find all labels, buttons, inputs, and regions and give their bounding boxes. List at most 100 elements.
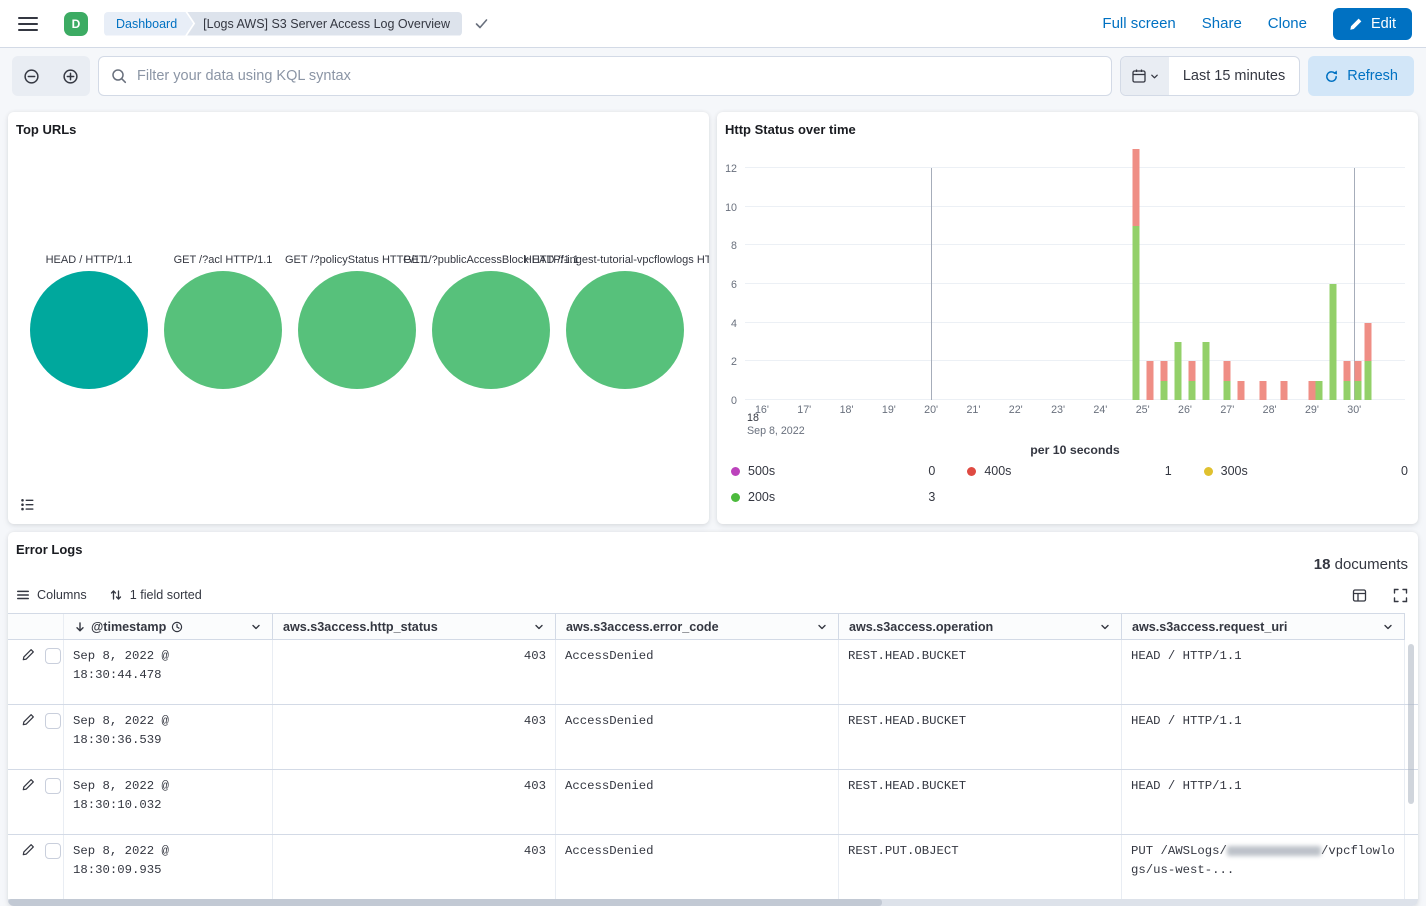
column-header-timestamp[interactable]: @timestamp	[64, 614, 273, 639]
legend-item-200s[interactable]: 200s 3	[731, 490, 935, 504]
cell-http-status[interactable]: 403	[273, 705, 556, 769]
http-status-panel: Http Status over time 0 2 4 6 8 10 12 16' 17' 18…	[717, 112, 1418, 524]
bar-200s	[1315, 380, 1323, 400]
clone-button[interactable]: Clone	[1267, 15, 1307, 32]
column-header-http-status[interactable]: aws.s3access.http_status	[273, 614, 556, 639]
cell-request-uri[interactable]: PUT /AWSLogs//vpcflowlogs/us-west-...	[1122, 835, 1405, 899]
menu-icon[interactable]	[18, 16, 38, 31]
kql-search-input[interactable]	[137, 68, 1099, 84]
row-checkbox[interactable]	[45, 713, 61, 729]
cell-timestamp[interactable]: Sep 8, 2022 @ 18:30:36.539	[64, 705, 273, 769]
columns-button[interactable]: Columns	[16, 588, 87, 602]
histogram-bar[interactable]	[1308, 168, 1316, 400]
url-bubble[interactable]	[566, 271, 684, 389]
horizontal-scrollbar-thumb[interactable]	[8, 899, 883, 906]
gridline-emphasized	[1354, 168, 1356, 400]
fullscreen-icon[interactable]	[1391, 586, 1410, 605]
y-axis-label: 10	[725, 201, 737, 214]
cell-http-status[interactable]: 403	[273, 640, 556, 704]
column-header-error-code[interactable]: aws.s3access.error_code	[556, 614, 839, 639]
cell-request-uri[interactable]: HEAD / HTTP/1.1	[1122, 705, 1405, 769]
legend-value: 0	[1401, 464, 1408, 478]
gridline	[745, 244, 1405, 246]
histogram-bar[interactable]	[1354, 168, 1362, 400]
chevron-down-icon[interactable]	[1382, 621, 1394, 633]
histogram-bar[interactable]	[1174, 168, 1182, 400]
chevron-down-icon[interactable]	[250, 621, 262, 633]
histogram-bar[interactable]	[1364, 168, 1372, 400]
edit-button[interactable]: Edit	[1333, 7, 1412, 40]
display-options-icon[interactable]	[1350, 586, 1369, 605]
column-header-request-uri[interactable]: aws.s3access.request_uri	[1122, 614, 1405, 639]
url-bubble[interactable]	[30, 271, 148, 389]
histogram-bar[interactable]	[1160, 168, 1168, 400]
row-checkbox[interactable]	[45, 648, 61, 664]
panel-title-http-status: Http Status over time	[725, 122, 856, 137]
cell-operation[interactable]: REST.HEAD.BUCKET	[839, 770, 1122, 834]
expand-document-icon[interactable]	[21, 777, 36, 792]
legend-item-300s[interactable]: 300s 0	[1203, 464, 1408, 478]
cell-error-code[interactable]: AccessDenied	[556, 770, 839, 834]
cell-error-code[interactable]: AccessDenied	[556, 705, 839, 769]
add-filter-icon[interactable]	[51, 56, 90, 96]
histogram-bar[interactable]	[1329, 168, 1337, 400]
breadcrumb-dashboard[interactable]: Dashboard	[104, 12, 193, 36]
histogram-bar[interactable]	[1223, 168, 1231, 400]
expand-document-icon[interactable]	[21, 842, 36, 857]
histogram-bar[interactable]	[1132, 148, 1140, 400]
legend-item-500s[interactable]: 500s 0	[731, 464, 935, 478]
cell-operation[interactable]: REST.HEAD.BUCKET	[839, 705, 1122, 769]
space-avatar[interactable]: D	[64, 11, 88, 36]
legend-toggle-icon[interactable]	[16, 493, 39, 516]
histogram-bar[interactable]	[1343, 168, 1351, 400]
row-checkbox[interactable]	[45, 843, 61, 859]
histogram-bar[interactable]	[1202, 168, 1210, 400]
url-bubble[interactable]	[164, 271, 282, 389]
url-bubble[interactable]	[432, 271, 550, 389]
url-bubble[interactable]	[298, 271, 416, 389]
full-screen-button[interactable]: Full screen	[1102, 15, 1176, 32]
share-button[interactable]: Share	[1201, 15, 1242, 32]
row-checkbox[interactable]	[45, 778, 61, 794]
cell-error-code[interactable]: AccessDenied	[556, 640, 839, 704]
legend-item-400s[interactable]: 400s 1	[967, 464, 1172, 478]
grid-header-row: @timestamp aws.s3access.http_status aws.s3…	[8, 613, 1405, 640]
column-header-operation[interactable]: aws.s3access.operation	[839, 614, 1122, 639]
cell-operation[interactable]: REST.HEAD.BUCKET	[839, 640, 1122, 704]
cell-request-uri[interactable]: HEAD / HTTP/1.1	[1122, 640, 1405, 704]
cell-request-uri[interactable]: HEAD / HTTP/1.1	[1122, 770, 1405, 834]
cell-error-code[interactable]: AccessDenied	[556, 835, 839, 899]
histogram-bar[interactable]	[1280, 168, 1288, 400]
horizontal-scrollbar[interactable]	[8, 899, 1418, 906]
x-axis-label: 30'	[1347, 404, 1362, 416]
cell-http-status[interactable]: 403	[273, 835, 556, 899]
expand-document-icon[interactable]	[21, 647, 36, 662]
gridline	[745, 321, 1405, 323]
legend-label: 400s	[984, 464, 1012, 478]
bar-400s	[1280, 380, 1288, 400]
cell-operation[interactable]: REST.PUT.OBJECT	[839, 835, 1122, 899]
histogram-bar[interactable]	[1237, 168, 1245, 400]
cell-timestamp[interactable]: Sep 8, 2022 @ 18:30:10.032	[64, 770, 273, 834]
breadcrumb-current: [Logs AWS] S3 Server Access Log Overview	[187, 11, 463, 36]
calendar-icon[interactable]	[1120, 57, 1169, 95]
chevron-down-icon[interactable]	[1099, 621, 1111, 633]
filter-options-icon[interactable]	[12, 56, 51, 96]
refresh-button[interactable]: Refresh	[1308, 56, 1414, 96]
chevron-down-icon[interactable]	[533, 621, 545, 633]
http-status-xaxis: 16' 17' 18' 19' 20' 21' 22' 23' 24' 25' 26' 27' 28' 2…	[745, 404, 1405, 417]
cell-timestamp[interactable]: Sep 8, 2022 @ 18:30:44.478	[64, 640, 273, 704]
vertical-scrollbar[interactable]	[1408, 644, 1414, 804]
cell-http-status[interactable]: 403	[273, 770, 556, 834]
cell-timestamp[interactable]: Sep 8, 2022 @ 18:30:09.935	[64, 835, 273, 899]
chevron-down-icon[interactable]	[816, 621, 828, 633]
histogram-bar[interactable]	[1188, 168, 1196, 400]
gridline	[745, 399, 1405, 400]
time-picker: Last 15 minutes	[1119, 56, 1301, 96]
time-range-button[interactable]: Last 15 minutes	[1169, 57, 1299, 95]
histogram-bar[interactable]	[1259, 168, 1267, 400]
expand-document-icon[interactable]	[21, 712, 36, 727]
sort-fields-button[interactable]: 1 field sorted	[109, 588, 202, 602]
histogram-bar[interactable]	[1146, 168, 1154, 400]
histogram-bar[interactable]	[1315, 168, 1323, 400]
